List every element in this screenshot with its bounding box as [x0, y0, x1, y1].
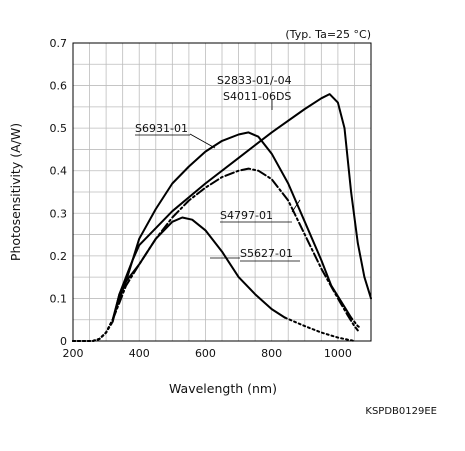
series-line: [72, 318, 114, 342]
annotation-label: S4011-06DS: [223, 90, 291, 103]
x-tick-label: 200: [63, 347, 84, 360]
series-s5627-01: [72, 216, 356, 342]
y-tick-labels: 0 0.1 0.2 0.3 0.4 0.5 0.6 0.7: [50, 37, 68, 348]
series-s4797-01: [72, 167, 359, 342]
x-tick-label: 800: [261, 347, 282, 360]
y-tick-label: 0: [60, 335, 67, 348]
series-line: [72, 318, 114, 342]
y-tick-label: 0.4: [50, 165, 68, 178]
plot-frame: [72, 42, 372, 342]
y-tick-label: 0.2: [50, 250, 68, 263]
series-line: [283, 316, 356, 342]
annotation-label: S6931-01: [135, 122, 188, 135]
x-tick-label: 1000: [324, 347, 352, 360]
series-line: [111, 131, 353, 321]
x-tick-label: 600: [195, 347, 216, 360]
y-tick-label: 0.7: [50, 37, 68, 50]
y-tick-label: 0.6: [50, 80, 68, 93]
y-tick-label: 0.5: [50, 122, 68, 135]
series-line: [111, 216, 286, 321]
annotation-leader: [291, 199, 301, 213]
y-tick-label: 0.3: [50, 207, 68, 220]
annotations: S2833-01/-04 S4011-06DS S6931-01 S4797-01 S5…: [135, 74, 301, 262]
series-line: [111, 167, 359, 332]
y-tick-label: 0.1: [50, 292, 68, 305]
figure-code: KSPDB0129EE: [365, 406, 437, 417]
series-line: [350, 316, 363, 330]
annotation-label: S2833-01/-04: [217, 74, 292, 87]
grid: [73, 43, 371, 341]
series-line: [72, 318, 114, 342]
annotation-leader: [189, 133, 216, 149]
annotation-label: S5627-01: [240, 247, 293, 260]
x-tick-labels: 200 400 600 800 1000: [63, 347, 352, 360]
annotation-label: S4797-01: [220, 209, 273, 222]
y-axis-title: Photosensitivity (A/W): [8, 123, 23, 261]
condition-note: (Typ. Ta=25 °C): [285, 28, 371, 41]
x-axis-title: Wavelength (nm): [169, 381, 277, 396]
curves: [72, 93, 372, 342]
x-tick-label: 400: [129, 347, 150, 360]
